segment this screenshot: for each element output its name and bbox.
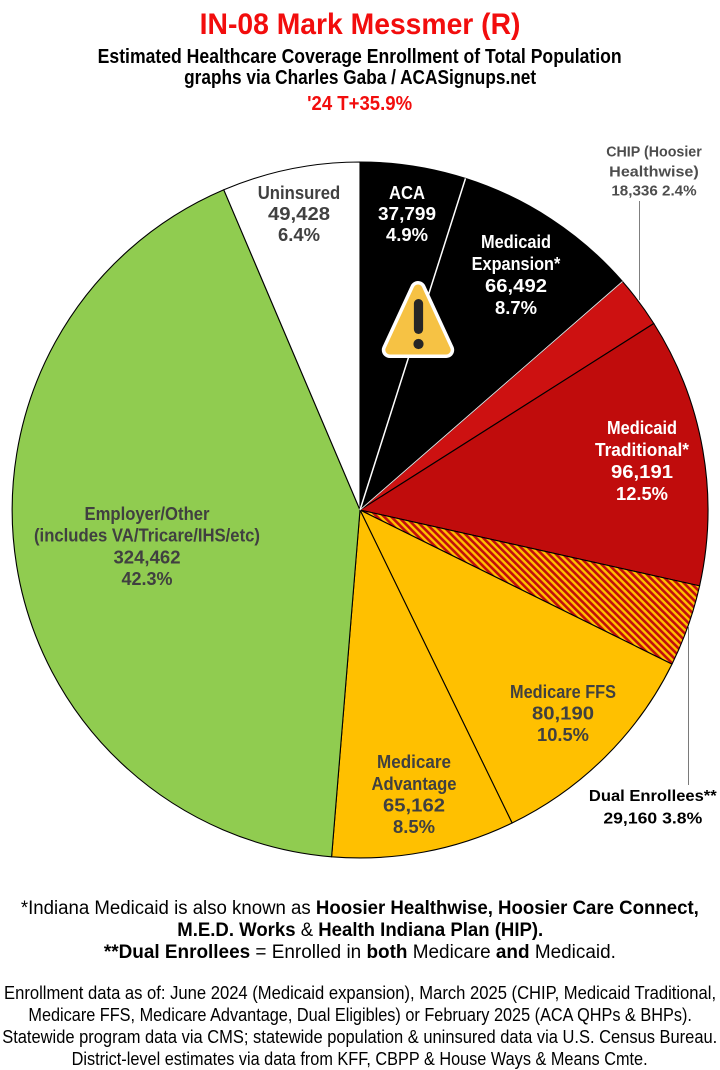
svg-text:4.9%: 4.9% — [386, 224, 428, 245]
svg-text:29,160 3.8%: 29,160 3.8% — [603, 810, 702, 827]
svg-text:Traditional*: Traditional* — [595, 439, 690, 460]
svg-text:Dual Enrollees**: Dual Enrollees** — [589, 788, 718, 805]
svg-text:Employer/Other: Employer/Other — [85, 503, 210, 524]
svg-text:Medicare FFS: Medicare FFS — [510, 681, 616, 702]
svg-text:Medicare: Medicare — [377, 751, 451, 772]
svg-text:10.5%: 10.5% — [537, 724, 589, 745]
svg-text:CHIP (Hoosier: CHIP (Hoosier — [606, 145, 702, 161]
svg-text:96,191: 96,191 — [611, 461, 673, 482]
svg-text:Medicaid: Medicaid — [607, 417, 677, 438]
svg-text:324,462: 324,462 — [114, 547, 181, 568]
svg-text:49,428: 49,428 — [268, 203, 330, 224]
svg-text:80,190: 80,190 — [532, 703, 594, 724]
svg-text:Expansion*: Expansion* — [472, 253, 561, 274]
svg-text:ACA: ACA — [389, 182, 425, 203]
svg-text:8.5%: 8.5% — [393, 816, 435, 837]
svg-text:(includes VA/Tricare/IHS/etc): (includes VA/Tricare/IHS/etc) — [34, 525, 260, 546]
svg-text:66,492: 66,492 — [485, 275, 547, 296]
svg-text:Healthwise): Healthwise) — [609, 165, 699, 181]
svg-text:65,162: 65,162 — [383, 795, 445, 816]
svg-text:8.7%: 8.7% — [495, 297, 537, 318]
svg-text:18,336 2.4%: 18,336 2.4% — [611, 184, 696, 200]
svg-text:42.3%: 42.3% — [122, 568, 173, 589]
svg-text:Advantage: Advantage — [372, 773, 457, 794]
svg-text:6.4%: 6.4% — [278, 224, 320, 245]
svg-text:12.5%: 12.5% — [616, 483, 668, 504]
svg-text:Medicaid: Medicaid — [481, 231, 551, 252]
svg-text:37,799: 37,799 — [378, 203, 436, 224]
svg-text:Uninsured: Uninsured — [258, 182, 341, 203]
